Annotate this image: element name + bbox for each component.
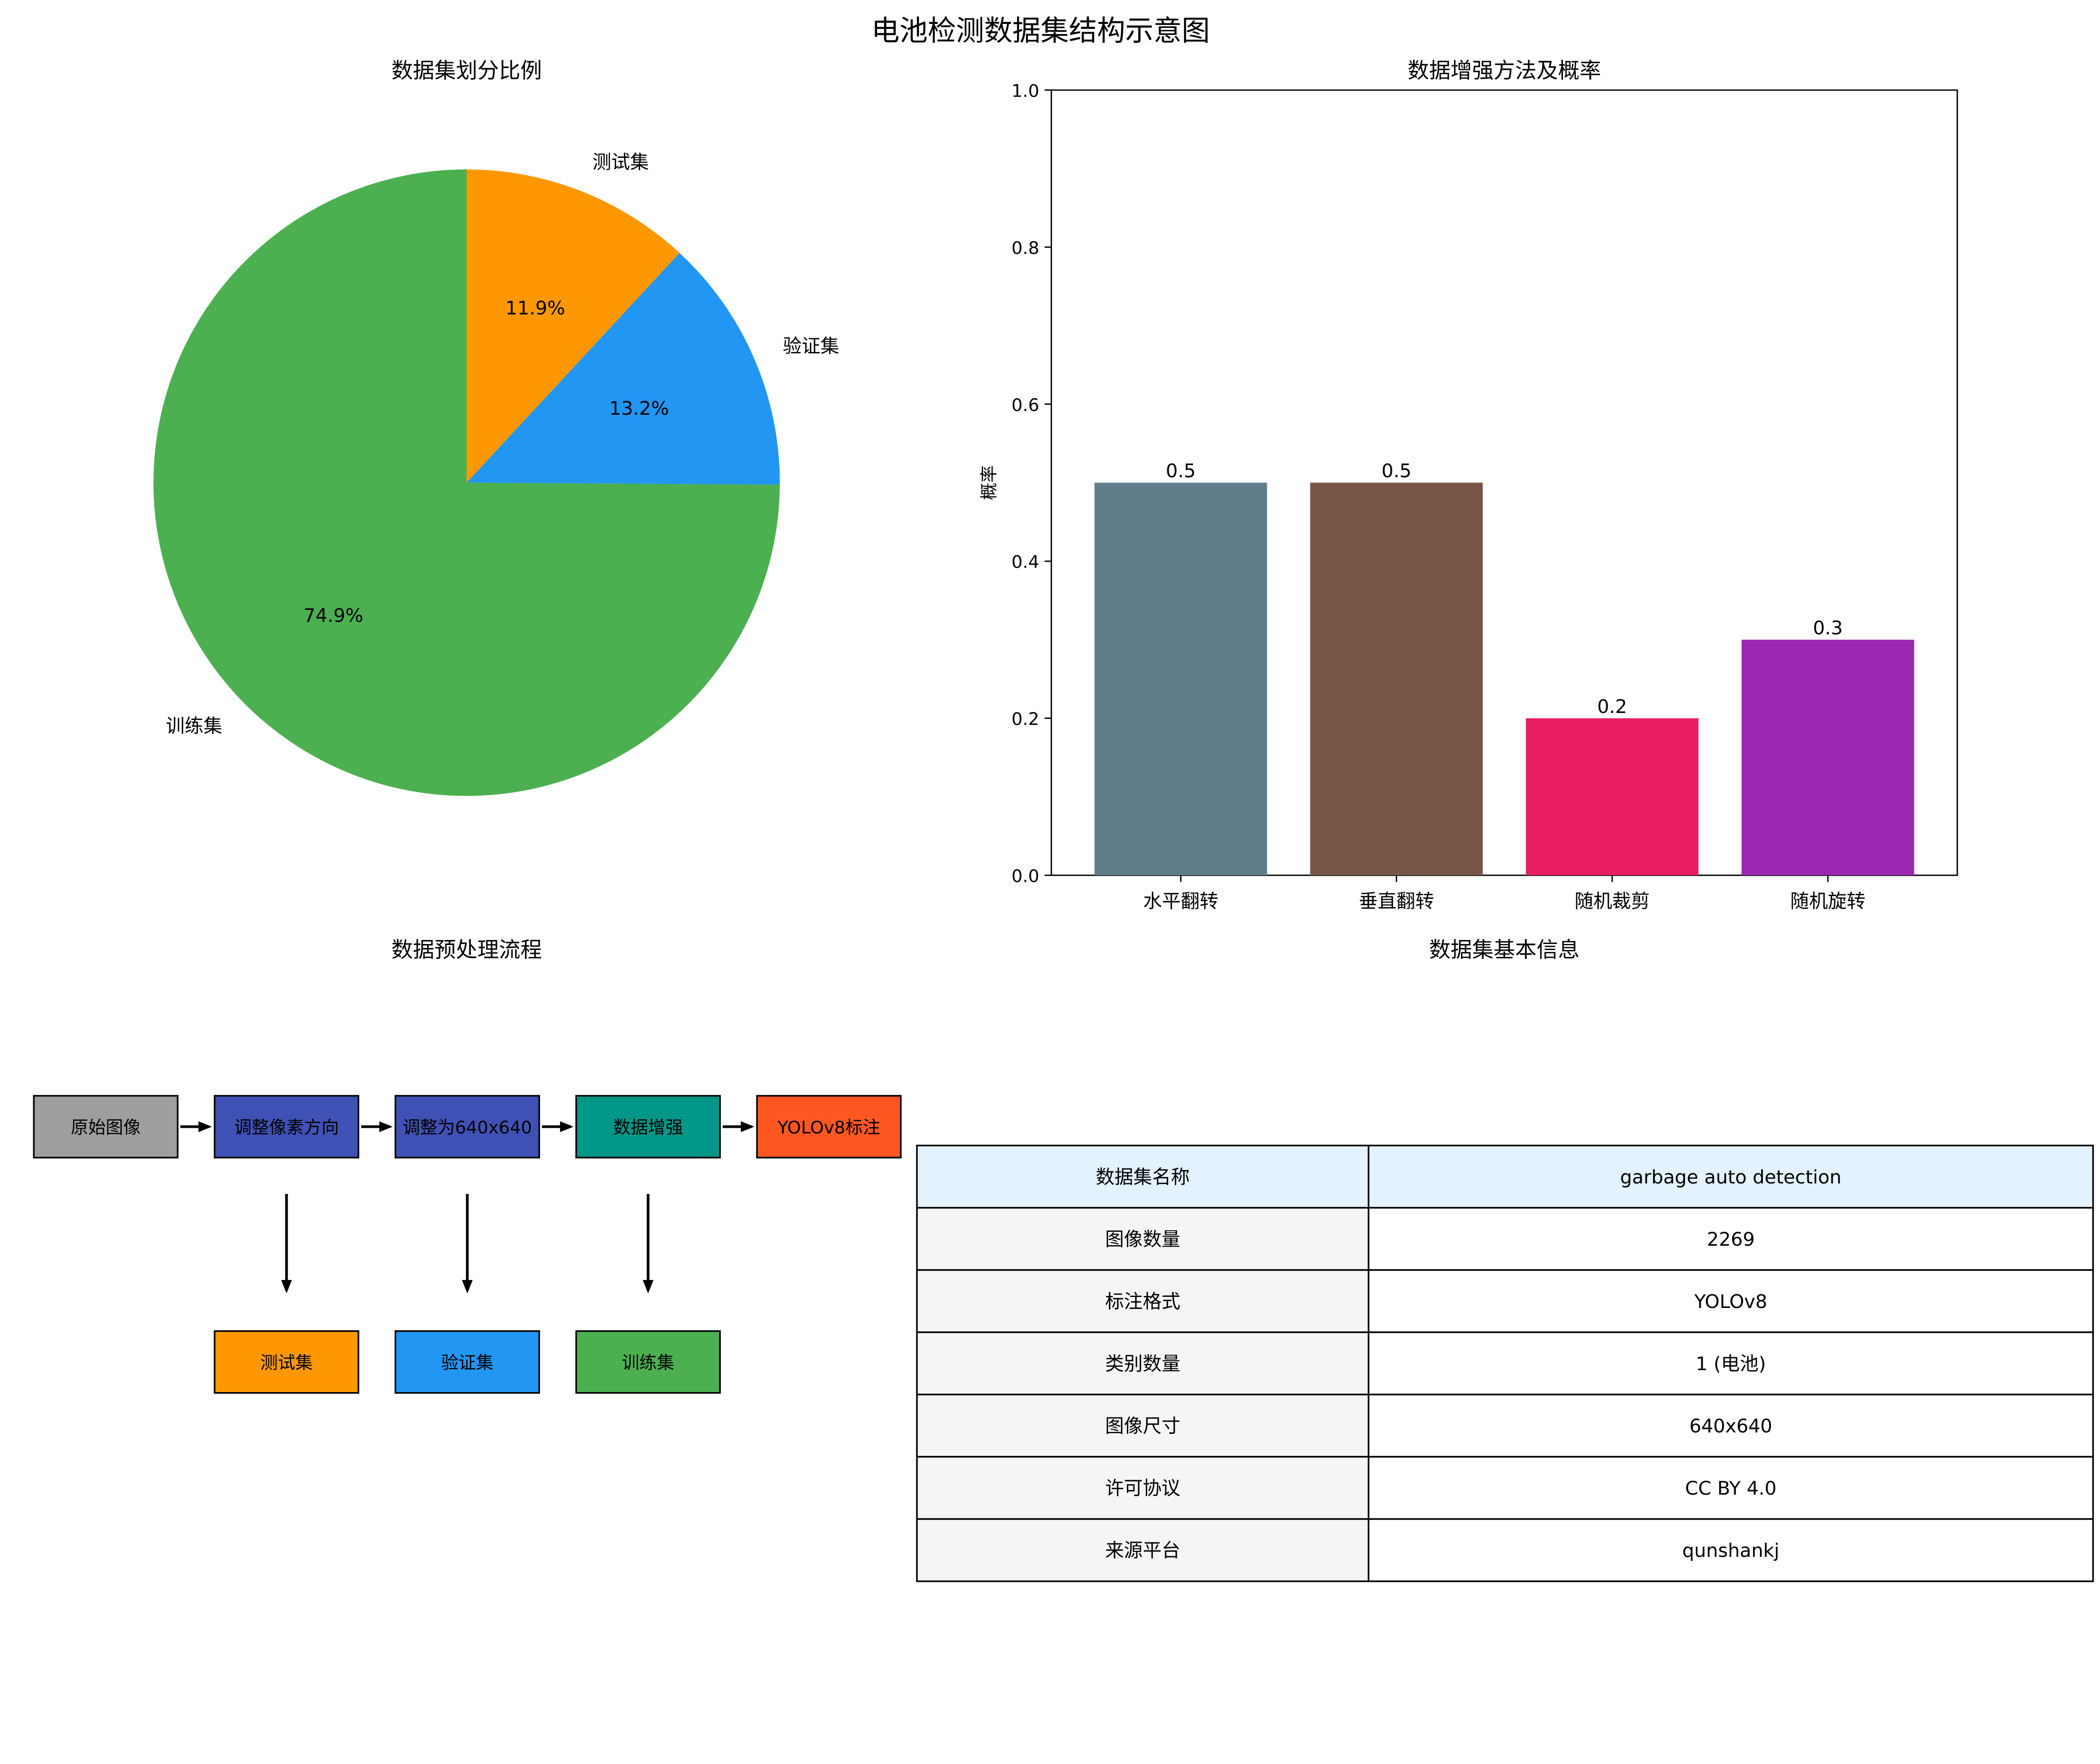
flow-step-box-4 xyxy=(575,1095,721,1159)
bar-chart: 数据增强方法及概率 概率 0.00.20.40.60.81.0 0.5水平翻转0… xyxy=(979,59,1958,912)
bar-ylabel: 概率 xyxy=(979,465,999,500)
table-key-text-4: 类别数量 xyxy=(1105,1353,1180,1375)
table-value-text-2: 2269 xyxy=(1707,1228,1755,1250)
table-value-text-4: 1 (电池) xyxy=(1696,1353,1766,1375)
flow-step-label-4: 数据增强 xyxy=(613,1117,683,1138)
pie-value-label-2: 13.2% xyxy=(609,397,669,419)
bar-y-axis: 0.0 0.2 0.4 0.6 0.8 1.0 xyxy=(1011,81,1052,887)
bar-axes-frame xyxy=(1050,89,1958,876)
bar-value-label-3: 0.2 xyxy=(1597,696,1627,717)
y-tick-label-4: 0.8 xyxy=(1011,238,1039,258)
flow-down-arrow-1-head xyxy=(281,1280,292,1294)
table-key-cell-5 xyxy=(916,1394,1370,1458)
flow-down-arrow-3-head xyxy=(643,1280,654,1294)
pie-chart: 数据集划分比例 测试集 11.9% 验证集 13.2% 训练集 74.9% xyxy=(153,59,839,796)
table-value-text-7: qunshankj xyxy=(1682,1539,1779,1561)
y-tick-label-2: 0.4 xyxy=(1011,552,1039,573)
bar-marks: 0.5 水平翻转 0.5 垂直翻转 0.2 随机裁剪 0.3 随机旋转 xyxy=(1094,460,1914,912)
pie-value-label-1: 11.9% xyxy=(505,297,565,319)
bar-title: 数据增强方法及概率 xyxy=(1408,59,1601,84)
info-table-title: 数据集基本信息 xyxy=(1429,938,1579,963)
flow-arrow-4-head xyxy=(741,1121,755,1132)
flow-output-box-2 xyxy=(394,1330,540,1394)
flow-down-arrow-2-head xyxy=(462,1280,473,1294)
info-table: 数据集基本信息 数据集名称 garbage auto detection 图像数量 2… xyxy=(916,938,2094,1582)
bar-value-label-4: 0.3 xyxy=(1813,617,1843,639)
pie-slices xyxy=(153,169,780,796)
info-table-rows: 数据集名称 garbage auto detection 图像数量 2269 标注格式 Y… xyxy=(916,1145,2094,1582)
table-value-cell-5 xyxy=(1367,1394,2094,1458)
flow-arrow-2-head xyxy=(379,1121,393,1132)
x-tick-label-2: 垂直翻转 xyxy=(1359,890,1434,912)
flow-step-box-1 xyxy=(33,1095,179,1159)
flow-step-box-2 xyxy=(214,1095,359,1159)
table-key-text-5: 图像尺寸 xyxy=(1105,1415,1180,1437)
table-value-text-6: CC BY 4.0 xyxy=(1685,1477,1776,1499)
table-value-text-3: YOLOv8 xyxy=(1694,1291,1768,1312)
table-key-cell-2 xyxy=(916,1207,1370,1271)
pie-slice-1 xyxy=(466,169,680,483)
flow-step-label-2: 调整像素方向 xyxy=(234,1117,339,1138)
table-value-cell-3 xyxy=(1367,1269,2094,1333)
flow-output-label-1: 测试集 xyxy=(260,1353,313,1373)
pie-title: 数据集划分比例 xyxy=(391,59,542,84)
table-value-cell-2 xyxy=(1367,1207,2094,1271)
bar-4 xyxy=(1741,639,1914,875)
flow-output-label-3: 训练集 xyxy=(622,1353,674,1373)
x-tick-label-1: 水平翻转 xyxy=(1143,890,1218,912)
bar-3 xyxy=(1526,718,1699,875)
bar-value-label-1: 0.5 xyxy=(1166,460,1196,482)
flow-step-label-1: 原始图像 xyxy=(71,1117,140,1138)
y-tick-label-1: 0.2 xyxy=(1011,709,1039,729)
pie-label-1: 测试集 xyxy=(592,151,649,173)
table-key-text-7: 来源平台 xyxy=(1105,1539,1180,1561)
bar-2 xyxy=(1310,482,1483,875)
y-tick-label-0: 0.0 xyxy=(1011,866,1039,887)
flow-step-box-5 xyxy=(756,1095,902,1159)
flow-output-box-1 xyxy=(214,1330,359,1394)
pie-labels: 测试集 11.9% 验证集 13.2% 训练集 74.9% xyxy=(166,151,839,737)
table-key-text-2: 图像数量 xyxy=(1105,1228,1180,1250)
table-value-cell-6 xyxy=(1367,1456,2094,1520)
flow-step-label-5: YOLOv8标注 xyxy=(777,1117,880,1138)
flow-step-box-3 xyxy=(394,1095,540,1159)
pie-value-label-3: 74.9% xyxy=(304,604,363,626)
bar-1 xyxy=(1094,482,1267,875)
flow-step-label-3: 调整为640x640 xyxy=(403,1117,532,1138)
table-key-text-1: 数据集名称 xyxy=(1096,1166,1190,1188)
table-key-text-6: 许可协议 xyxy=(1105,1477,1180,1499)
x-tick-label-3: 随机裁剪 xyxy=(1574,890,1650,912)
flow-steps: 原始图像 调整像素方向 调整为640x640 数据增强 YOLOv8标注 xyxy=(33,1095,902,1159)
bar-value-label-2: 0.5 xyxy=(1382,460,1412,482)
flow-outputs: 测试集 验证集 训练集 xyxy=(214,1194,721,1394)
y-tick-label-3: 0.6 xyxy=(1011,395,1039,415)
pie-slice-2 xyxy=(466,253,780,485)
table-value-text-1: garbage auto detection xyxy=(1620,1166,1842,1188)
flow-arrow-3-head xyxy=(560,1121,574,1132)
flow-output-box-3 xyxy=(575,1330,721,1394)
pie-slice-3 xyxy=(153,169,780,796)
pie-label-2: 验证集 xyxy=(783,335,839,357)
table-key-cell-7 xyxy=(916,1518,1370,1582)
table-key-cell-1 xyxy=(916,1145,1370,1209)
y-tick-label-5: 1.0 xyxy=(1011,81,1039,101)
flow-title: 数据预处理流程 xyxy=(391,938,542,963)
flow-output-label-2: 验证集 xyxy=(441,1353,493,1373)
flow-arrow-1-head xyxy=(198,1121,212,1132)
pie-label-3: 训练集 xyxy=(166,715,222,737)
flow-diagram: 数据预处理流程 原始图像 调整像素方向 调整为640x640 数据增强 YOLOv8标注… xyxy=(33,938,902,1394)
x-tick-label-4: 随机旋转 xyxy=(1790,890,1866,912)
table-value-text-5: 640x640 xyxy=(1689,1415,1772,1437)
figure-title: 电池检测数据集结构示意图 xyxy=(871,14,1210,47)
table-value-cell-7 xyxy=(1367,1518,2094,1582)
table-key-cell-3 xyxy=(916,1269,1370,1333)
table-key-text-3: 标注格式 xyxy=(1105,1291,1180,1312)
